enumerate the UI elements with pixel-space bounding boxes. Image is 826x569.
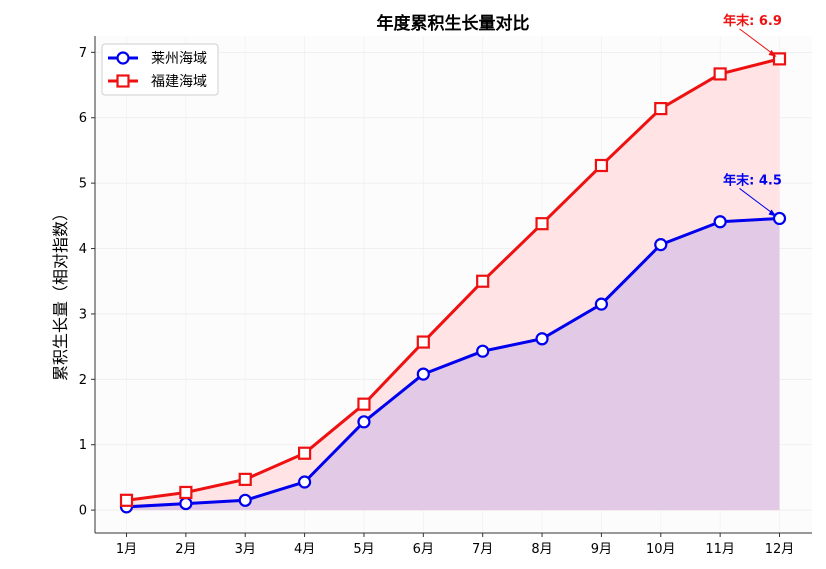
data-point <box>713 67 727 81</box>
x-tick-label: 4月 <box>294 542 315 557</box>
x-tick-label: 1月 <box>116 542 137 557</box>
y-tick-label: 7 <box>79 46 87 61</box>
annotation-arrow <box>739 188 776 216</box>
y-tick-label: 1 <box>79 438 87 453</box>
legend-label: 莱州海域 <box>151 51 207 67</box>
series-line <box>126 216 780 509</box>
series-lines <box>126 57 780 509</box>
data-point <box>297 446 312 460</box>
legend-marker <box>116 51 130 65</box>
annotation-label: 年末: 6.9 <box>723 13 782 29</box>
data-point <box>297 475 312 489</box>
x-tick-label: 6月 <box>413 542 434 557</box>
y-axis-label: 累积生长量（相对指数） <box>51 205 70 381</box>
data-point <box>238 472 252 486</box>
data-point <box>535 332 549 346</box>
data-point <box>476 274 490 288</box>
y-tick-label: 2 <box>79 373 87 388</box>
x-tick-label: 12月 <box>765 542 795 557</box>
data-point <box>119 493 134 507</box>
data-point <box>476 344 490 358</box>
data-point <box>772 211 787 226</box>
x-tick-label: 7月 <box>472 542 493 557</box>
y-tick-label: 6 <box>79 111 87 126</box>
area-fills <box>126 58 780 511</box>
x-tick-label: 9月 <box>591 542 612 557</box>
data-point <box>594 158 609 173</box>
series-area-fill <box>126 218 780 511</box>
data-point <box>357 415 371 429</box>
x-tick-label: 8月 <box>531 542 552 557</box>
data-point <box>654 238 668 252</box>
series-markers <box>119 52 787 514</box>
annotation-arrowhead <box>768 209 777 217</box>
data-point <box>179 485 193 500</box>
y-tick-label: 0 <box>79 504 87 519</box>
data-point <box>654 101 668 116</box>
x-tick-label: 10月 <box>646 542 676 557</box>
data-point <box>535 217 549 231</box>
data-point <box>713 215 727 229</box>
annotation-label: 年末: 4.5 <box>723 172 782 188</box>
x-tick-label: 11月 <box>705 542 735 557</box>
legend-marker <box>116 74 130 88</box>
annotations: 年末: 6.9 年末: 4.5 <box>723 13 782 217</box>
annotation-arrowhead <box>768 49 777 57</box>
x-tick-label: 3月 <box>235 542 256 557</box>
series-line <box>126 57 780 502</box>
y-tick-label: 3 <box>79 307 87 322</box>
data-point <box>772 52 787 66</box>
y-tick-label: 5 <box>79 177 87 192</box>
annotation-arrow <box>739 28 776 57</box>
x-tick-label: 5月 <box>353 542 374 557</box>
data-point <box>238 493 252 507</box>
data-point <box>357 397 371 411</box>
chart-title: 年度累积生长量对比 <box>377 13 530 34</box>
y-tick-label: 4 <box>79 242 87 257</box>
data-point <box>594 297 609 311</box>
x-tick-label: 2月 <box>175 542 196 557</box>
data-point <box>416 367 430 381</box>
data-point <box>416 335 430 349</box>
legend-label: 福建海域 <box>151 74 207 90</box>
data-point <box>179 496 193 511</box>
axes: 0 1 2 3 4 5 6 7 1月 2月 3月 4月 5月 6月 7月 8月 9月 10月 11月 12月 <box>79 36 812 557</box>
